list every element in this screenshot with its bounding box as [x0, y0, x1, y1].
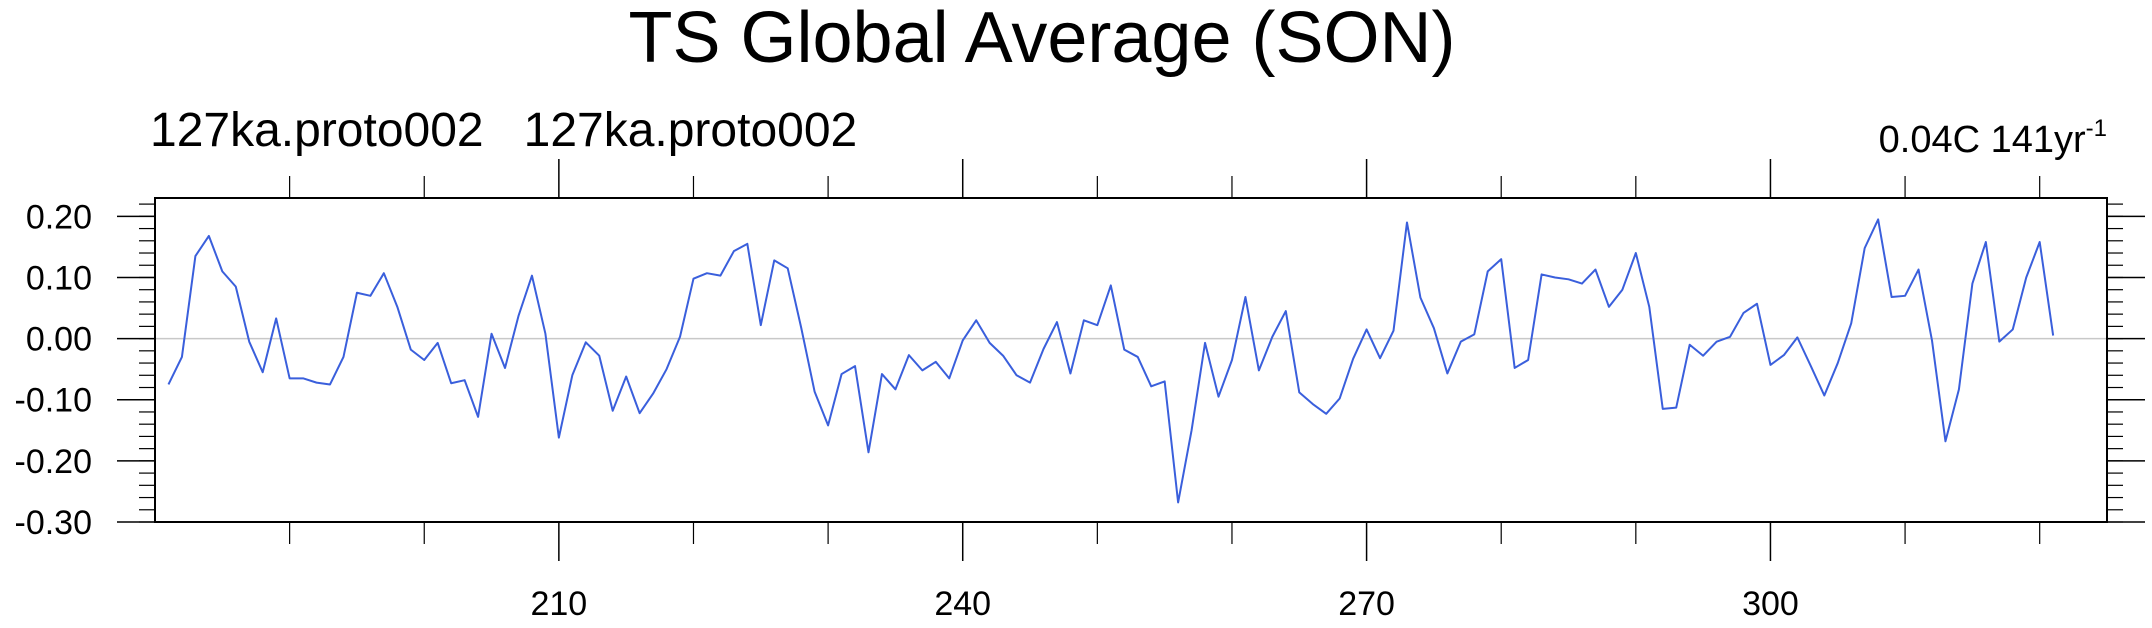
x-tick-label: 270 — [1338, 585, 1395, 623]
major-ticks — [117, 159, 2145, 561]
x-tick-label: 210 — [530, 585, 587, 623]
y-tick-label: -0.20 — [15, 443, 93, 481]
y-tick-label: 0.10 — [26, 259, 92, 297]
chart-title: TS Global Average (SON) — [628, 0, 1455, 78]
chart-subtitle-left: 127ka.proto002 127ka.proto002 — [150, 104, 857, 157]
x-tick-label: 240 — [934, 585, 991, 623]
trend-label: 0.04C 141yr-1 — [1879, 115, 2107, 161]
minor-ticks — [139, 176, 2123, 544]
plot-frame — [154, 197, 2108, 523]
y-tick-label: 0.00 — [26, 321, 92, 359]
y-tick-label: 0.20 — [26, 198, 92, 236]
y-tick-label: -0.30 — [15, 504, 93, 542]
ts-series-line — [167, 218, 2055, 504]
x-tick-label: 300 — [1742, 585, 1799, 623]
x-tick-labels: 210 240 270 300 — [530, 585, 1798, 623]
y-tick-labels: -0.30 -0.20 -0.10 0.00 0.10 0.20 — [15, 198, 93, 542]
y-tick-label: -0.10 — [15, 382, 93, 420]
